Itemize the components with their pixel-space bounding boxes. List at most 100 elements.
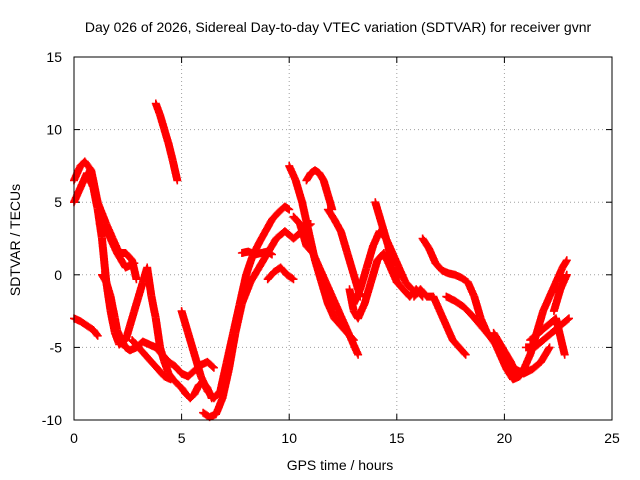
series-track-9 (199, 220, 315, 422)
point-marker (151, 343, 166, 358)
series-track-18 (371, 198, 401, 287)
y-axis-title: SDTVAR / TECUs (7, 184, 23, 296)
x-tick-label: 0 (70, 430, 78, 446)
point-marker (186, 391, 198, 403)
point-marker (519, 352, 534, 374)
point-marker (448, 336, 463, 351)
point-marker (190, 350, 205, 379)
point-marker (506, 357, 521, 379)
point-marker (371, 198, 384, 220)
series-track-4 (95, 220, 139, 272)
point-marker (347, 336, 363, 359)
y-tick-label: -5 (50, 339, 63, 355)
series-track-3 (70, 314, 102, 340)
plot-frame (73, 56, 613, 421)
point-marker (283, 270, 298, 284)
point-marker (401, 278, 416, 294)
point-marker (429, 292, 444, 314)
point-marker (197, 372, 211, 394)
point-marker (121, 259, 139, 272)
point-marker (242, 253, 257, 279)
series-track-6 (151, 99, 182, 185)
point-marker (549, 286, 564, 316)
point-marker (388, 263, 401, 287)
y-tick-label: 5 (54, 194, 62, 210)
series-track-11 (263, 263, 298, 284)
point-marker (212, 395, 226, 419)
series-track-10 (237, 247, 276, 259)
point-marker (177, 307, 192, 336)
point-marker (151, 314, 164, 350)
point-marker (158, 350, 172, 365)
point-marker (113, 249, 129, 271)
point-marker (513, 366, 527, 381)
x-tick-label: 25 (604, 430, 620, 446)
point-marker (528, 358, 544, 374)
tick-labels: 0 5 10 15 20 25 -10 -5 0 5 10 15 (42, 49, 620, 446)
point-marker (82, 169, 97, 191)
point-marker (442, 321, 457, 343)
point-marker (556, 270, 571, 294)
point-marker (343, 249, 358, 278)
point-marker (395, 263, 409, 285)
point-marker (203, 357, 218, 372)
point-marker (375, 212, 388, 234)
point-marker (285, 161, 299, 183)
point-marker (323, 299, 338, 321)
point-marker (263, 247, 276, 259)
point-marker (336, 227, 351, 256)
y-tick-label: -10 (42, 412, 62, 428)
point-marker (526, 329, 542, 345)
point-marker (95, 220, 112, 237)
y-tick-label: 15 (46, 49, 62, 65)
point-marker (315, 263, 330, 285)
point-marker (308, 249, 323, 271)
point-marker (246, 264, 263, 287)
x-tick-label: 10 (281, 430, 297, 446)
x-tick-label: 5 (178, 430, 186, 446)
point-marker (291, 176, 306, 205)
point-marker (224, 330, 240, 374)
point-marker (539, 294, 553, 316)
point-marker (141, 350, 155, 365)
point-marker (379, 227, 392, 249)
series-track-25 (549, 270, 571, 316)
x-tick-label: 15 (389, 430, 405, 446)
point-marker (82, 321, 97, 334)
point-marker (356, 265, 371, 294)
point-marker (218, 366, 233, 403)
point-marker (280, 202, 294, 214)
point-marker (349, 286, 364, 308)
point-marker (530, 337, 547, 352)
point-marker (173, 379, 185, 391)
point-marker (263, 268, 278, 284)
point-marker (160, 372, 175, 384)
point-marker (418, 234, 433, 252)
point-marker (268, 209, 282, 224)
point-marker (143, 263, 156, 300)
point-marker (354, 301, 368, 323)
point-marker (468, 311, 484, 329)
point-marker (153, 365, 168, 380)
point-marker (360, 279, 375, 308)
point-marker (130, 294, 143, 316)
point-marker (450, 296, 467, 310)
point-marker (459, 302, 475, 319)
point-marker (328, 292, 343, 314)
point-marker (89, 326, 102, 340)
point-marker (177, 384, 189, 397)
point-marker (539, 329, 555, 345)
point-marker (76, 317, 90, 329)
y-tick-label: 10 (46, 122, 62, 138)
series-track-14 (302, 166, 337, 214)
point-marker (435, 307, 450, 329)
point-marker (425, 244, 439, 266)
point-marker (209, 388, 224, 403)
point-marker (169, 157, 182, 185)
point-marker (121, 249, 136, 264)
point-marker (134, 343, 149, 358)
point-marker (164, 357, 178, 370)
point-marker (126, 308, 138, 330)
point-marker (323, 190, 337, 214)
